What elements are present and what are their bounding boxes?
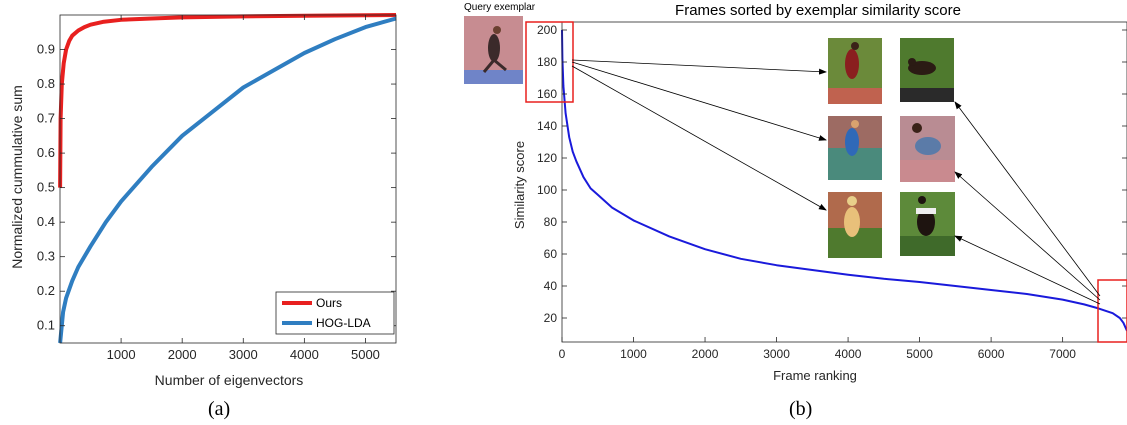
y-tick-label: 0.8 — [37, 76, 55, 91]
chart-b: Frames sorted by exemplar similarity sco… — [464, 2, 1127, 383]
x-tick-label: 1000 — [107, 347, 136, 362]
y-tick-label: 0.7 — [37, 111, 55, 126]
series-line-1-0 — [561, 29, 1127, 332]
chart-a-legend: Ours HOG-LDA — [275, 291, 395, 335]
x-tick-label: 4000 — [835, 347, 862, 361]
y-tick-label: 0.6 — [37, 145, 55, 160]
similarity-arrows — [571, 59, 1101, 305]
x-tick-label: 1000 — [620, 347, 647, 361]
y-tick-label: 160 — [537, 87, 557, 101]
y-tick-label: 120 — [537, 151, 557, 165]
y-tick-label: 80 — [544, 215, 558, 229]
chart-b-xlabel: Frame ranking — [773, 368, 857, 383]
top-frame-thumbnail-1 — [828, 38, 882, 104]
top-frame-thumbnail-3 — [828, 116, 882, 180]
y-tick-label: 0.4 — [37, 214, 55, 229]
y-tick-label: 100 — [537, 183, 557, 197]
x-tick-label: 2000 — [168, 347, 197, 362]
top-frame-thumbnail-5 — [828, 192, 882, 258]
chart-b-plot: 0 1000 2000 3000 4000 5000 6000 7000 20 40 60 80 100… — [537, 21, 1127, 361]
plot-frame — [561, 21, 1127, 343]
chart-b-title: Frames sorted by exemplar similarity sco… — [675, 2, 961, 19]
x-tick-label: 5000 — [351, 347, 380, 362]
plot-frame — [59, 14, 397, 344]
query-exemplar-image — [464, 16, 523, 84]
caption-b: (b) — [789, 398, 813, 420]
x-tick-label: 6000 — [978, 347, 1005, 361]
bottom-frames-highlight-box — [1097, 279, 1127, 343]
y-tick-label: 20 — [544, 311, 558, 325]
y-tick-label: 0.3 — [37, 249, 55, 264]
y-tick-label: 60 — [544, 247, 558, 261]
chart-a-plot: 1000 2000 3000 4000 5000 0.1 0.2 0.3 0.4 0.5 0.6 0.… — [37, 13, 397, 362]
chart-a: Normalized cummulative sum Number of eig… — [9, 13, 397, 388]
x-tick-label: 0 — [559, 347, 566, 361]
top-frame-thumbnail-4 — [900, 116, 955, 182]
legend-label-ours: Ours — [316, 296, 342, 310]
y-tick-label: 0.5 — [37, 180, 55, 195]
x-tick-label: 4000 — [290, 347, 319, 362]
series-line-hog-lda — [58, 16, 397, 344]
x-tick-label: 3000 — [763, 347, 790, 361]
y-tick-label: 0.2 — [37, 283, 55, 298]
y-tick-label: 140 — [537, 119, 557, 133]
chart-a-ylabel: Normalized cummulative sum — [9, 85, 25, 269]
x-tick-label: 7000 — [1049, 347, 1076, 361]
top-frame-thumbnail-2 — [900, 38, 954, 102]
caption-a: (a) — [208, 398, 231, 420]
x-tick-label: 3000 — [229, 347, 258, 362]
y-tick-label: 0.1 — [37, 318, 55, 333]
legend-label-hoglda: HOG-LDA — [316, 316, 371, 330]
y-tick-label: 200 — [537, 23, 557, 37]
chart-b-ylabel: Similarity score — [512, 141, 527, 229]
x-tick-label: 5000 — [906, 347, 933, 361]
legend-box — [275, 291, 395, 335]
y-tick-label: 0.9 — [37, 42, 55, 57]
chart-a-xlabel: Number of eigenvectors — [155, 372, 304, 388]
y-tick-label: 40 — [544, 279, 558, 293]
top-frame-thumbnail-6 — [900, 192, 955, 256]
query-exemplar-label: Query exemplar — [464, 2, 536, 13]
x-tick-label: 2000 — [692, 347, 719, 361]
y-tick-label: 180 — [537, 55, 557, 69]
series-line-ours — [58, 13, 397, 188]
